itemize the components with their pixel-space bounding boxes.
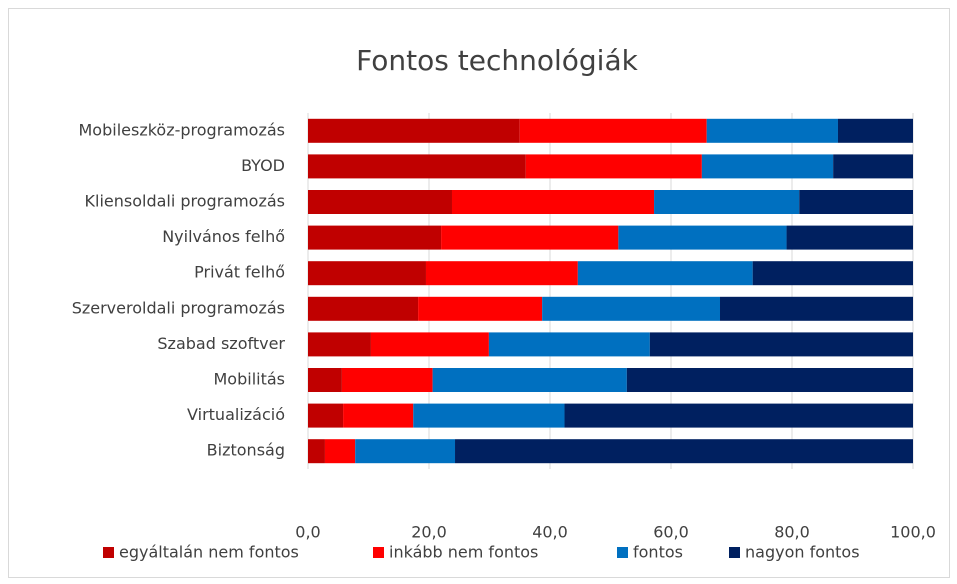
bar-segment — [308, 332, 371, 357]
legend-label: inkább nem fontos — [389, 543, 538, 562]
chart-title: Fontos technológiák — [356, 44, 638, 77]
bar-segment — [308, 154, 526, 179]
bar-segment — [577, 261, 753, 286]
bar-segment — [308, 439, 325, 464]
bar-segment — [833, 154, 913, 179]
bar-segment — [441, 225, 619, 250]
bar-segment — [799, 190, 913, 214]
bar-segment — [343, 403, 414, 428]
bar-segment — [324, 439, 356, 464]
bar-segment — [308, 261, 426, 286]
bar-segment — [488, 332, 650, 357]
bar-segment — [649, 332, 913, 357]
legend-swatch — [103, 547, 114, 558]
bar-segment — [308, 118, 520, 143]
y-tick-label: Nyilvános felhő — [162, 227, 285, 246]
bar-segment — [308, 190, 452, 214]
x-tick-label: 20,0 — [411, 523, 447, 542]
bar-segment — [654, 190, 800, 214]
bar-segment — [370, 332, 489, 357]
y-tick-label: Mobileszköz-programozás — [79, 120, 286, 139]
bar-segment — [308, 225, 442, 250]
legend-label: fontos — [633, 543, 683, 562]
x-tick-label: 0,0 — [295, 523, 320, 542]
bar-segment — [425, 261, 578, 286]
bar-segment — [720, 296, 913, 321]
bar-segment — [308, 368, 342, 392]
bar-segment — [341, 368, 433, 392]
bar-segment — [519, 118, 707, 143]
legend-swatch — [373, 547, 384, 558]
legend-label: egyáltalán nem fontos — [119, 543, 299, 562]
bar-segment — [752, 261, 913, 286]
bar-segment — [455, 439, 913, 464]
x-tick-label: 80,0 — [774, 523, 810, 542]
x-tick-label: 60,0 — [653, 523, 689, 542]
legend-swatch — [617, 547, 628, 558]
y-tick-label: Kliensoldali programozás — [85, 192, 286, 211]
legend-swatch — [729, 547, 740, 558]
y-tick-label: Mobilitás — [214, 370, 286, 389]
y-tick-label: Privát felhő — [194, 263, 285, 282]
bar-segment — [786, 225, 913, 250]
bar-segment — [706, 118, 838, 143]
bar-segment — [451, 190, 655, 214]
bar-segment — [418, 296, 543, 321]
bar-segment — [525, 154, 702, 179]
bar-segment — [626, 368, 913, 392]
y-tick-label: Biztonság — [207, 441, 285, 460]
bar-segment — [618, 225, 787, 250]
bar-segment — [355, 439, 456, 464]
bar-segment — [701, 154, 834, 179]
bar-segment — [542, 296, 721, 321]
bar-segment — [432, 368, 627, 392]
bar-segment — [308, 296, 419, 321]
legend-label: nagyon fontos — [745, 543, 860, 562]
y-tick-label: Virtualizáció — [187, 405, 285, 424]
bar-segment — [564, 403, 913, 428]
bar-segment — [308, 403, 344, 428]
y-tick-label: Szerveroldali programozás — [72, 298, 285, 317]
bar-segment — [837, 118, 913, 143]
bar-segment — [413, 403, 565, 428]
chart-frame — [8, 8, 950, 578]
y-tick-label: BYOD — [241, 156, 285, 175]
x-tick-label: 40,0 — [532, 523, 568, 542]
x-tick-label: 100,0 — [890, 523, 936, 542]
y-tick-label: Szabad szoftver — [157, 334, 285, 353]
